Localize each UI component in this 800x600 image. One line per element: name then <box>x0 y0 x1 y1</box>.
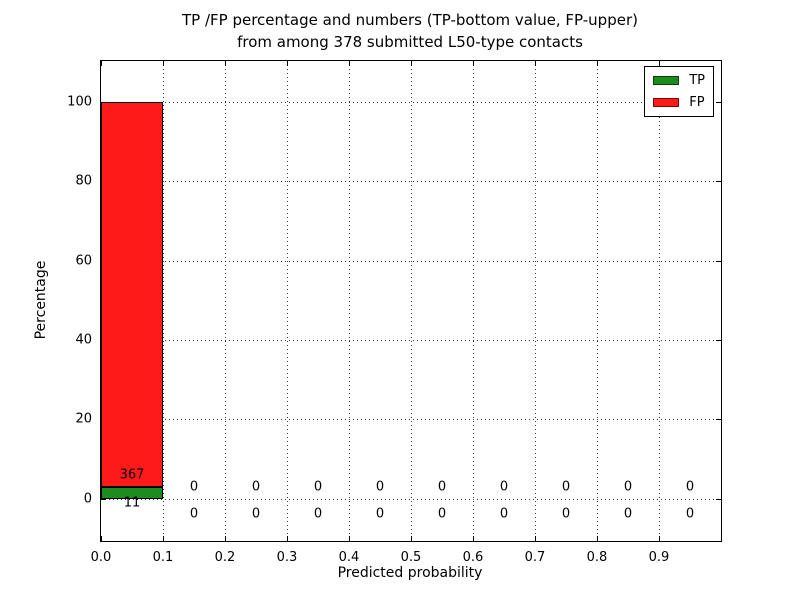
legend-label-fp: FP <box>689 95 705 110</box>
fp-count-label: 0 <box>375 479 385 495</box>
x-tick-label: 0.3 <box>276 550 298 565</box>
x-tick-bottom <box>101 536 102 541</box>
x-tick-top <box>101 61 102 66</box>
x-tick-label: 0.5 <box>400 550 422 565</box>
x-tick-bottom <box>659 536 660 541</box>
y-tick-label: 100 <box>67 94 92 110</box>
x-tick-label: 0.1 <box>152 550 174 565</box>
x-gridline <box>349 61 350 541</box>
fp-count-label: 0 <box>561 479 571 495</box>
x-tick-top <box>163 61 164 66</box>
x-gridline <box>411 61 412 541</box>
tp-count-label: 0 <box>437 506 447 522</box>
y-tick-label: 20 <box>75 411 92 427</box>
fp-count-label: 0 <box>623 479 633 495</box>
x-tick-top <box>349 61 350 66</box>
fp-swatch-icon <box>653 98 680 107</box>
x-gridline <box>597 61 598 541</box>
tp-count-label: 11 <box>123 495 141 511</box>
x-tick-label: 0.4 <box>338 550 360 565</box>
x-tick-label: 0.6 <box>462 550 484 565</box>
y-tick-right <box>716 260 721 262</box>
fp-count-label: 0 <box>189 479 199 495</box>
y-tick-label: 80 <box>75 173 92 189</box>
x-tick-label: 0.2 <box>214 550 236 565</box>
x-gridline <box>535 61 536 541</box>
x-tick-label: 0.7 <box>524 550 546 565</box>
legend-entry-fp: FP <box>653 95 705 110</box>
x-tick-bottom <box>163 536 164 541</box>
tp-count-label: 0 <box>623 506 633 522</box>
x-tick-label: 0.0 <box>90 550 112 565</box>
x-tick-bottom <box>287 536 288 541</box>
tp-count-label: 0 <box>189 506 199 522</box>
fp-bar <box>101 102 163 488</box>
x-tick-top <box>597 61 598 66</box>
x-gridline <box>287 61 288 541</box>
fp-count-label: 0 <box>313 479 323 495</box>
tp-swatch-icon <box>653 76 680 85</box>
x-tick-top <box>287 61 288 66</box>
y-tick-label: 0 <box>83 491 92 507</box>
legend-label-tp: TP <box>689 73 705 88</box>
tp-bar <box>101 487 163 499</box>
x-tick-bottom <box>411 536 412 541</box>
fp-count-label: 0 <box>499 479 509 495</box>
legend-entry-tp: TP <box>653 73 705 88</box>
x-gridline <box>473 61 474 541</box>
x-axis-label: Predicted probability <box>337 565 483 581</box>
x-tick-bottom <box>349 536 350 541</box>
fp-count-label: 0 <box>685 479 695 495</box>
x-tick-bottom <box>473 536 474 541</box>
tp-count-label: 0 <box>685 506 695 522</box>
y-axis-label: Percentage <box>33 260 49 340</box>
x-gridline <box>225 61 226 541</box>
y-tick-right <box>716 340 721 342</box>
y-tick-left <box>101 498 106 500</box>
y-tick-right <box>716 498 721 500</box>
x-tick-bottom <box>597 536 598 541</box>
tp-count-label: 0 <box>313 506 323 522</box>
tp-count-label: 0 <box>375 506 385 522</box>
y-tick-right <box>716 181 721 183</box>
x-tick-bottom <box>225 536 226 541</box>
fp-count-label: 0 <box>251 479 261 495</box>
chart-title-line2: from among 378 submitted L50-type contac… <box>237 33 583 51</box>
tp-count-label: 0 <box>251 506 261 522</box>
x-tick-bottom <box>535 536 536 541</box>
chart-title: TP /FP percentage and numbers (TP-bottom… <box>100 9 720 53</box>
x-gridline <box>163 61 164 541</box>
x-tick-label: 0.8 <box>586 550 608 565</box>
x-tick-top <box>225 61 226 66</box>
y-tick-label: 60 <box>75 253 92 269</box>
legend: TP FP <box>644 66 714 117</box>
tp-count-label: 0 <box>561 506 571 522</box>
chart-title-line1: TP /FP percentage and numbers (TP-bottom… <box>182 11 638 29</box>
fp-count-label: 367 <box>119 467 145 483</box>
x-tick-top <box>659 61 660 66</box>
x-tick-top <box>473 61 474 66</box>
plot-area: TP FP 0 20 40 60 80 100 0.0 0.1 0.2 0.3 0.4 0.5 0.6 0.… <box>67 60 722 565</box>
tp-count-label: 0 <box>499 506 509 522</box>
fp-count-label: 0 <box>437 479 447 495</box>
y-tick-right <box>716 102 721 104</box>
x-tick-top <box>535 61 536 66</box>
y-tick-label: 40 <box>75 332 92 348</box>
x-tick-top <box>411 61 412 66</box>
x-gridline <box>659 61 660 541</box>
x-tick-label: 0.9 <box>648 550 670 565</box>
y-tick-right <box>716 419 721 421</box>
